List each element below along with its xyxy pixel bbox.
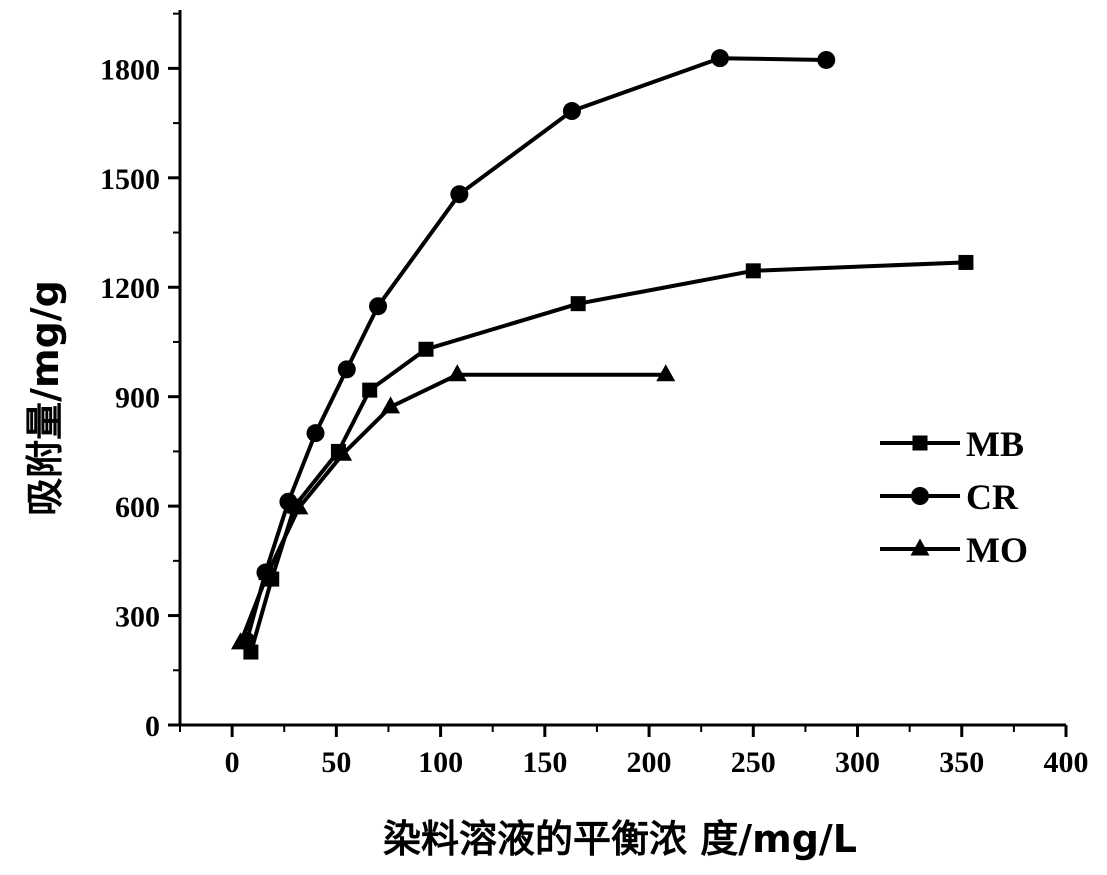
legend-marker-mb [912, 435, 928, 451]
y-tick-label: 1500 [100, 163, 160, 196]
x-tick-label: 400 [1044, 746, 1089, 779]
x-tick-label: 50 [321, 746, 351, 779]
x-tick-label: 150 [522, 746, 567, 779]
y-tick-label: 1800 [100, 53, 160, 86]
x-tick-label: 100 [418, 746, 463, 779]
data-point-cr [369, 297, 388, 316]
data-point-mb [958, 254, 974, 270]
data-point-mb [362, 382, 378, 398]
y-tick-label: 1200 [100, 272, 160, 305]
data-point-cr [337, 360, 356, 379]
data-point-mo [656, 364, 676, 382]
series-cr [237, 49, 836, 651]
x-tick-label: 0 [225, 746, 240, 779]
y-tick-label: 0 [145, 710, 160, 743]
x-tick-label: 250 [731, 746, 776, 779]
data-point-cr [450, 185, 469, 204]
series-line-mb [248, 260, 966, 653]
legend-marker-cr [911, 487, 929, 505]
data-point-mo [289, 497, 309, 515]
data-point-cr [279, 492, 298, 511]
data-point-cr [710, 49, 729, 68]
legend-label-cr: CR [966, 477, 1019, 517]
x-tick-label: 350 [939, 746, 984, 779]
data-point-mb [745, 263, 761, 279]
data-point-mo [381, 396, 401, 414]
legend-label-mo: MO [966, 530, 1028, 570]
x-tick-label: 200 [627, 746, 672, 779]
data-point-mb [418, 341, 434, 357]
legend: MB CR MO [880, 424, 1028, 570]
data-point-mo [258, 563, 278, 581]
legend-item-mo: MO [880, 530, 1028, 570]
legend-item-cr: CR [880, 477, 1019, 517]
y-tick-label: 300 [115, 601, 160, 634]
data-point-mo [230, 632, 250, 650]
data-point-cr [817, 50, 836, 69]
y-axis-title: 吸附量/mg/g [23, 280, 67, 516]
data-point-mo [333, 443, 353, 461]
legend-marker-mo [910, 538, 930, 556]
legend-item-mb: MB [880, 424, 1024, 464]
axes: 0 50 100 150 200 250 300 350 400 0 300 600 900 1200 15… [100, 10, 1089, 779]
x-axis-title: 染料溶液的平衡浓 度/mg/L [383, 817, 857, 861]
series-line-cr [244, 56, 827, 642]
legend-label-mb: MB [966, 424, 1024, 464]
data-point-mo [447, 364, 467, 382]
y-tick-label: 600 [115, 491, 160, 524]
series-mo [230, 364, 676, 650]
data-point-cr [306, 424, 325, 443]
data-point-cr [562, 102, 581, 121]
plot-series [230, 49, 974, 660]
series-mb [243, 254, 974, 660]
y-tick-label: 900 [115, 382, 160, 415]
x-tick-label: 300 [835, 746, 880, 779]
data-point-mb [570, 296, 586, 312]
